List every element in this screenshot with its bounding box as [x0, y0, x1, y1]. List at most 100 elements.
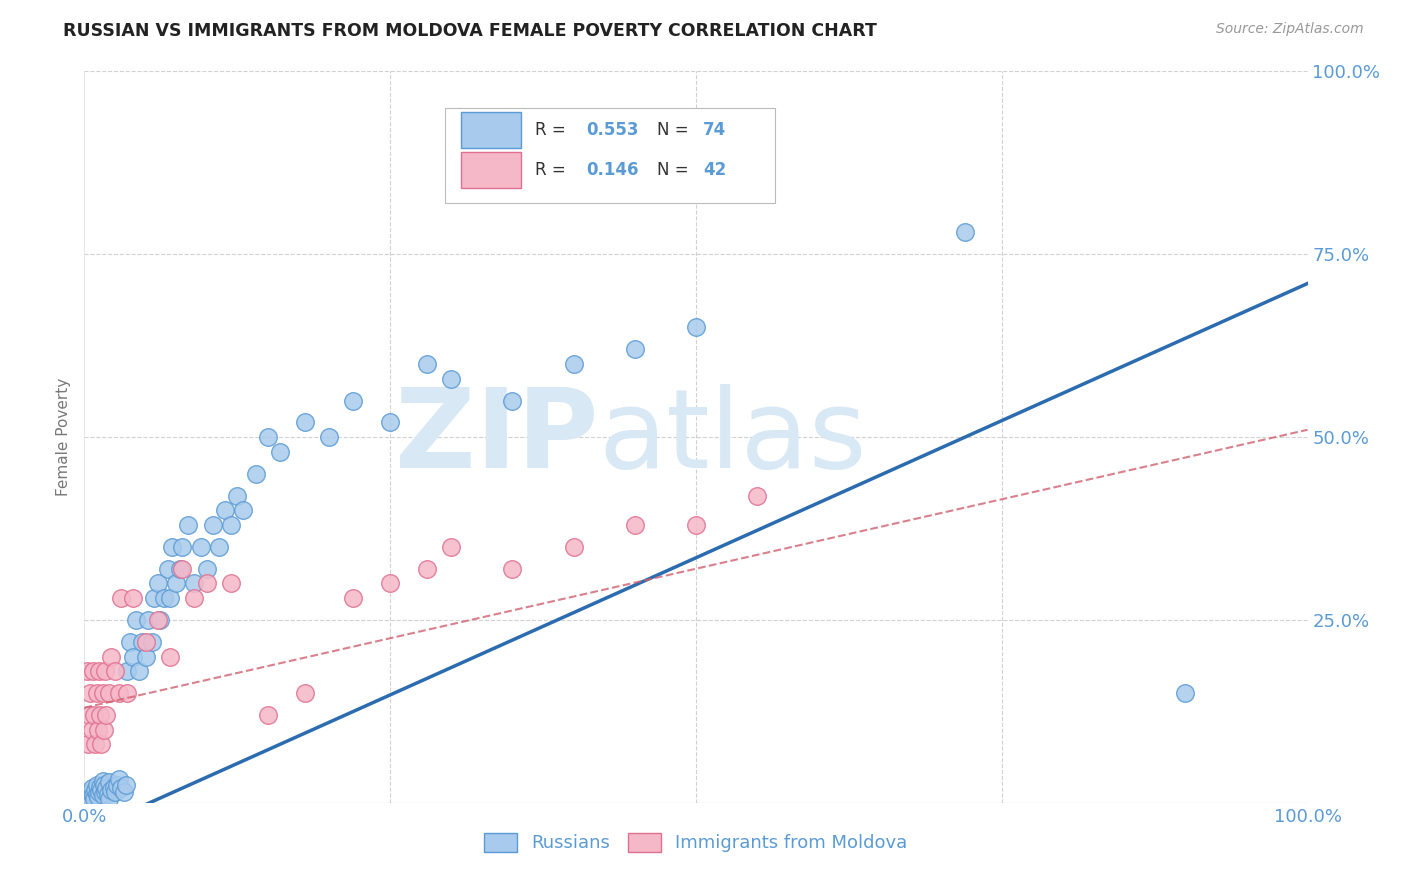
Point	[159, 649, 181, 664]
Point	[195, 576, 218, 591]
Point	[105, 778, 128, 792]
Point	[146, 576, 169, 591]
Point	[91, 686, 114, 700]
Point	[97, 686, 120, 700]
Point	[82, 664, 104, 678]
Point	[125, 613, 148, 627]
Point	[77, 737, 100, 751]
Point	[104, 785, 127, 799]
Point	[172, 540, 194, 554]
Point	[97, 775, 120, 789]
Text: R =: R =	[534, 161, 571, 179]
Legend: Russians, Immigrants from Moldova: Russians, Immigrants from Moldova	[477, 826, 915, 860]
Point	[87, 785, 110, 799]
Point	[232, 503, 254, 517]
Point	[107, 772, 129, 787]
Text: 0.553: 0.553	[586, 121, 638, 139]
Point	[110, 591, 132, 605]
Point	[562, 357, 585, 371]
Point	[96, 781, 118, 796]
Point	[318, 430, 340, 444]
Point	[219, 576, 242, 591]
Point	[183, 591, 205, 605]
Point	[440, 540, 463, 554]
Point	[77, 789, 100, 804]
Point	[257, 430, 280, 444]
Point	[100, 649, 122, 664]
Point	[208, 540, 231, 554]
Point	[257, 708, 280, 723]
Point	[380, 416, 402, 430]
Point	[100, 782, 122, 797]
Point	[183, 576, 205, 591]
Point	[226, 489, 249, 503]
Point	[624, 517, 647, 532]
Point	[103, 780, 125, 794]
Point	[97, 787, 120, 801]
FancyBboxPatch shape	[446, 108, 776, 203]
Point	[91, 773, 114, 788]
Text: 42: 42	[703, 161, 727, 179]
Text: ZIP: ZIP	[395, 384, 598, 491]
Point	[294, 416, 316, 430]
Point	[93, 778, 115, 792]
Text: Source: ZipAtlas.com: Source: ZipAtlas.com	[1216, 22, 1364, 37]
Point	[90, 737, 112, 751]
Point	[94, 785, 117, 799]
Point	[107, 686, 129, 700]
Point	[380, 576, 402, 591]
Point	[135, 649, 157, 664]
Point	[342, 591, 364, 605]
FancyBboxPatch shape	[461, 112, 522, 148]
Point	[143, 591, 166, 605]
Point	[87, 789, 110, 804]
Point	[141, 635, 163, 649]
Point	[562, 540, 585, 554]
Point	[77, 708, 100, 723]
Point	[91, 789, 114, 803]
Point	[156, 562, 179, 576]
Text: N =: N =	[657, 161, 693, 179]
Point	[79, 686, 101, 700]
Point	[93, 723, 115, 737]
Point	[110, 781, 132, 796]
Point	[87, 723, 110, 737]
Point	[169, 562, 191, 576]
Point	[440, 371, 463, 385]
Text: 74: 74	[703, 121, 727, 139]
Text: N =: N =	[657, 121, 693, 139]
Point	[146, 613, 169, 627]
Point	[416, 562, 439, 576]
Point	[245, 467, 267, 481]
Point	[86, 787, 108, 801]
Point	[118, 635, 141, 649]
Point	[77, 792, 100, 806]
Point	[624, 343, 647, 357]
Text: atlas: atlas	[598, 384, 866, 491]
Point	[177, 517, 200, 532]
Point	[82, 789, 104, 803]
Point	[94, 664, 117, 678]
Point	[80, 723, 103, 737]
Point	[86, 778, 108, 792]
Point	[83, 792, 105, 806]
Point	[76, 789, 98, 803]
Point	[96, 708, 118, 723]
Point	[79, 785, 101, 799]
Point	[83, 708, 105, 723]
Point	[502, 393, 524, 408]
Point	[342, 393, 364, 408]
Point	[136, 613, 159, 627]
Point	[190, 540, 212, 554]
Point	[201, 517, 224, 532]
Point	[165, 576, 187, 591]
Text: 0.146: 0.146	[586, 161, 638, 179]
Point	[115, 686, 138, 700]
Point	[122, 649, 145, 664]
Point	[122, 591, 145, 605]
Point	[76, 664, 98, 678]
Point	[685, 320, 707, 334]
Point	[89, 780, 111, 794]
Y-axis label: Female Poverty: Female Poverty	[56, 378, 72, 496]
Point	[135, 635, 157, 649]
